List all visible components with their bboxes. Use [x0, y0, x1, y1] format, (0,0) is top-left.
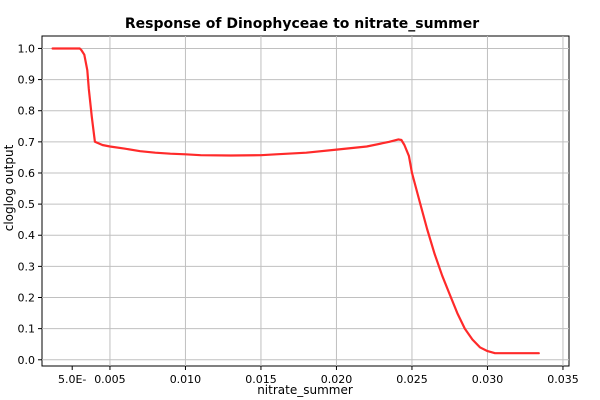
y-tick-label: 0.5 [18, 198, 36, 211]
y-tick-label: 0.9 [18, 74, 36, 87]
plot-area [41, 35, 570, 367]
y-tick-label: 0.7 [18, 136, 36, 149]
y-tick-label: 0.4 [18, 229, 36, 242]
chart-title: Response of Dinophyceae to nitrate_summe… [125, 16, 479, 32]
x-tick-label: 0.025 [396, 373, 428, 386]
grid [42, 36, 569, 366]
x-tick-label: 5.0E- [58, 373, 86, 386]
series-layer [51, 47, 540, 355]
y-tick-label: 0.3 [18, 260, 36, 273]
series-line [51, 47, 540, 355]
x-tick-label: 0.020 [321, 373, 353, 386]
y-tick-label: 0.2 [18, 292, 36, 305]
x-tick-label: 0.035 [547, 373, 579, 386]
x-axis-label: nitrate_summer [257, 383, 353, 397]
y-tick-label: 1.0 [18, 42, 36, 55]
ticks: 5.0E- 0.005 0.010 0.015 0.020 0.025 0.030 0.035… [18, 42, 579, 386]
x-tick-label: 0.030 [472, 373, 504, 386]
x-tick-label: 0.010 [170, 373, 202, 386]
y-axis-label: cloglog output [2, 144, 16, 231]
y-tick-label: 0.6 [18, 167, 36, 180]
y-tick-label: 0.1 [18, 323, 36, 336]
x-tick-label: 0.005 [94, 373, 126, 386]
y-tick-label: 0.8 [18, 105, 36, 118]
x-tick-label: 0.015 [245, 373, 277, 386]
y-tick-label: 0.0 [18, 354, 36, 367]
